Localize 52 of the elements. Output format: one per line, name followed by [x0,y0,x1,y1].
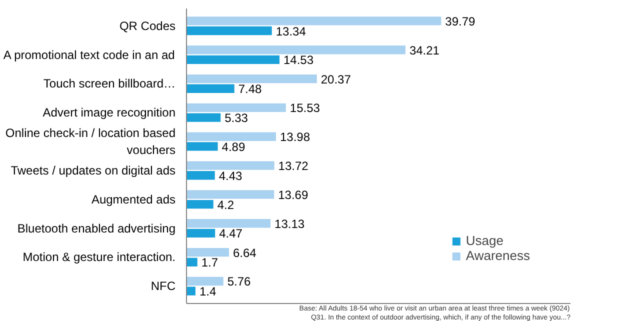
data-label: 6.64 [232,246,257,260]
y-tick-label: Tweets / updates on digital ads [10,163,176,178]
bar [186,276,224,286]
bar [186,84,234,93]
data-label: 4.43 [218,168,243,183]
legend-label: Usage [466,233,504,248]
bar [186,132,276,141]
data-label: 13.69 [278,188,308,202]
data-label: 1.7 [201,256,218,270]
data-label: 39.79 [445,14,476,28]
y-tick-label: Advert image recognition [42,106,176,120]
bar [186,190,274,199]
y-tick-label: A promotional text code in an ad [3,48,175,62]
data-label: 15.53 [290,101,320,116]
data-label: 4.89 [222,140,246,154]
bar [186,171,215,180]
data-label: 4.2 [217,198,234,212]
data-label: 5.76 [227,274,252,289]
bar [186,228,216,238]
y-tick-label: Bluetooth enabled advertising [17,221,176,236]
bar [186,55,280,64]
data-label: 7.48 [238,82,262,96]
data-label: 13.72 [278,159,309,174]
bar [186,16,442,26]
bar [186,46,406,54]
data-label: 13.34 [276,24,306,38]
bar [186,113,221,122]
y-tick-label: Touch screen billboard… [43,76,176,91]
y-tick-label: Online check-in / location based vouchers [5,126,176,157]
data-label: 5.33 [224,111,248,126]
bar [186,258,198,266]
y-tick-label: NFC [150,279,176,294]
bar [186,248,229,257]
data-label: 14.53 [283,53,314,68]
data-label: 13.98 [280,130,310,144]
bar [186,26,272,36]
legend-label: Awareness [466,248,530,263]
data-label: 20.37 [320,72,352,86]
bar [186,74,317,84]
data-label: 34.21 [409,43,440,58]
data-label: 13.13 [274,216,305,231]
bar [186,142,218,151]
bar [186,219,271,228]
y-tick-label: Augmented ads [91,192,176,206]
bar [186,286,196,296]
data-label: 1.4 [199,284,216,299]
bar [186,200,214,209]
y-tick-label: QR Codes [119,18,176,33]
y-tick-label: Motion & gesture interaction. [22,250,176,264]
bar [186,103,286,112]
data-label: 4.47 [219,226,243,241]
bar [186,161,274,170]
